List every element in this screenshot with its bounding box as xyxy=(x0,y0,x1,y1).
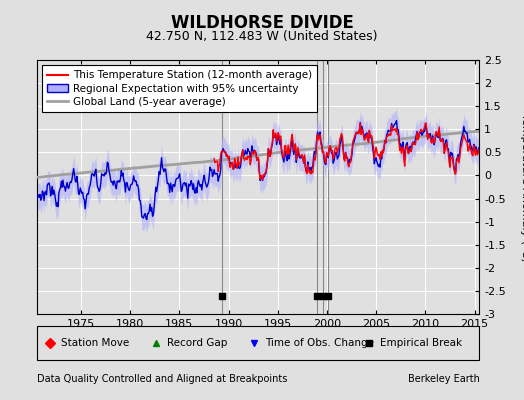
Text: Empirical Break: Empirical Break xyxy=(380,338,462,348)
Text: Data Quality Controlled and Aligned at Breakpoints: Data Quality Controlled and Aligned at B… xyxy=(37,374,287,384)
Legend: This Temperature Station (12-month average), Regional Expectation with 95% uncer: This Temperature Station (12-month avera… xyxy=(42,65,318,112)
Text: 42.750 N, 112.483 W (United States): 42.750 N, 112.483 W (United States) xyxy=(146,30,378,43)
Text: Time of Obs. Change: Time of Obs. Change xyxy=(265,338,374,348)
Text: Berkeley Earth: Berkeley Earth xyxy=(408,374,479,384)
Text: Record Gap: Record Gap xyxy=(167,338,227,348)
Text: WILDHORSE DIVIDE: WILDHORSE DIVIDE xyxy=(171,14,353,32)
Text: Station Move: Station Move xyxy=(61,338,129,348)
Y-axis label: Temperature Anomaly (°C): Temperature Anomaly (°C) xyxy=(520,113,524,261)
